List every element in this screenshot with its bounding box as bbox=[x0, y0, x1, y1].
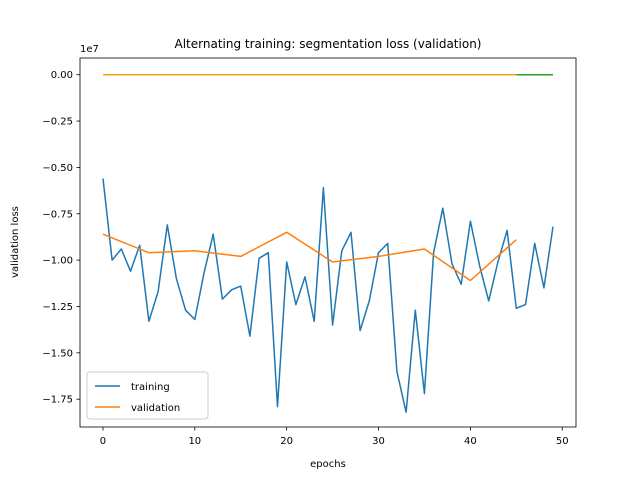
legend: training validation bbox=[86, 371, 209, 420]
x-tick-label: 20 bbox=[280, 436, 293, 447]
chart-title: Alternating training: segmentation loss … bbox=[175, 37, 482, 51]
y-axis-ticks: 0.00 −0.25 −0.50 −0.75 −1.00 −1.25 −1.50 −1.75 bbox=[42, 70, 80, 406]
y-axis-label: validation loss bbox=[10, 206, 21, 278]
y-tick-label: −0.75 bbox=[42, 209, 73, 220]
x-tick-label: 0 bbox=[100, 436, 106, 447]
x-axis-label: epochs bbox=[310, 459, 346, 470]
legend-label-training: training bbox=[131, 382, 170, 393]
series-line-validation bbox=[102, 231, 517, 282]
plot-lines bbox=[102, 73, 554, 413]
legend-label-validation: validation bbox=[131, 403, 180, 414]
x-axis-ticks: 0 10 20 30 40 50 bbox=[100, 427, 569, 447]
x-tick-label: 50 bbox=[556, 436, 569, 447]
y-tick-label: −1.50 bbox=[42, 348, 73, 359]
y-axis-offset-label: 1e7 bbox=[80, 44, 99, 55]
axes-frame bbox=[79, 57, 577, 428]
series-line-training bbox=[102, 178, 554, 413]
x-tick-label: 40 bbox=[464, 436, 477, 447]
y-tick-label: −1.00 bbox=[42, 256, 73, 267]
y-tick-label: −1.25 bbox=[42, 302, 73, 313]
x-tick-label: 10 bbox=[188, 436, 201, 447]
y-tick-label: −1.75 bbox=[42, 395, 73, 406]
y-tick-label: −0.25 bbox=[42, 117, 73, 128]
y-tick-label: 0.00 bbox=[51, 70, 73, 81]
x-tick-label: 30 bbox=[372, 436, 385, 447]
y-tick-label: −0.50 bbox=[42, 163, 73, 174]
